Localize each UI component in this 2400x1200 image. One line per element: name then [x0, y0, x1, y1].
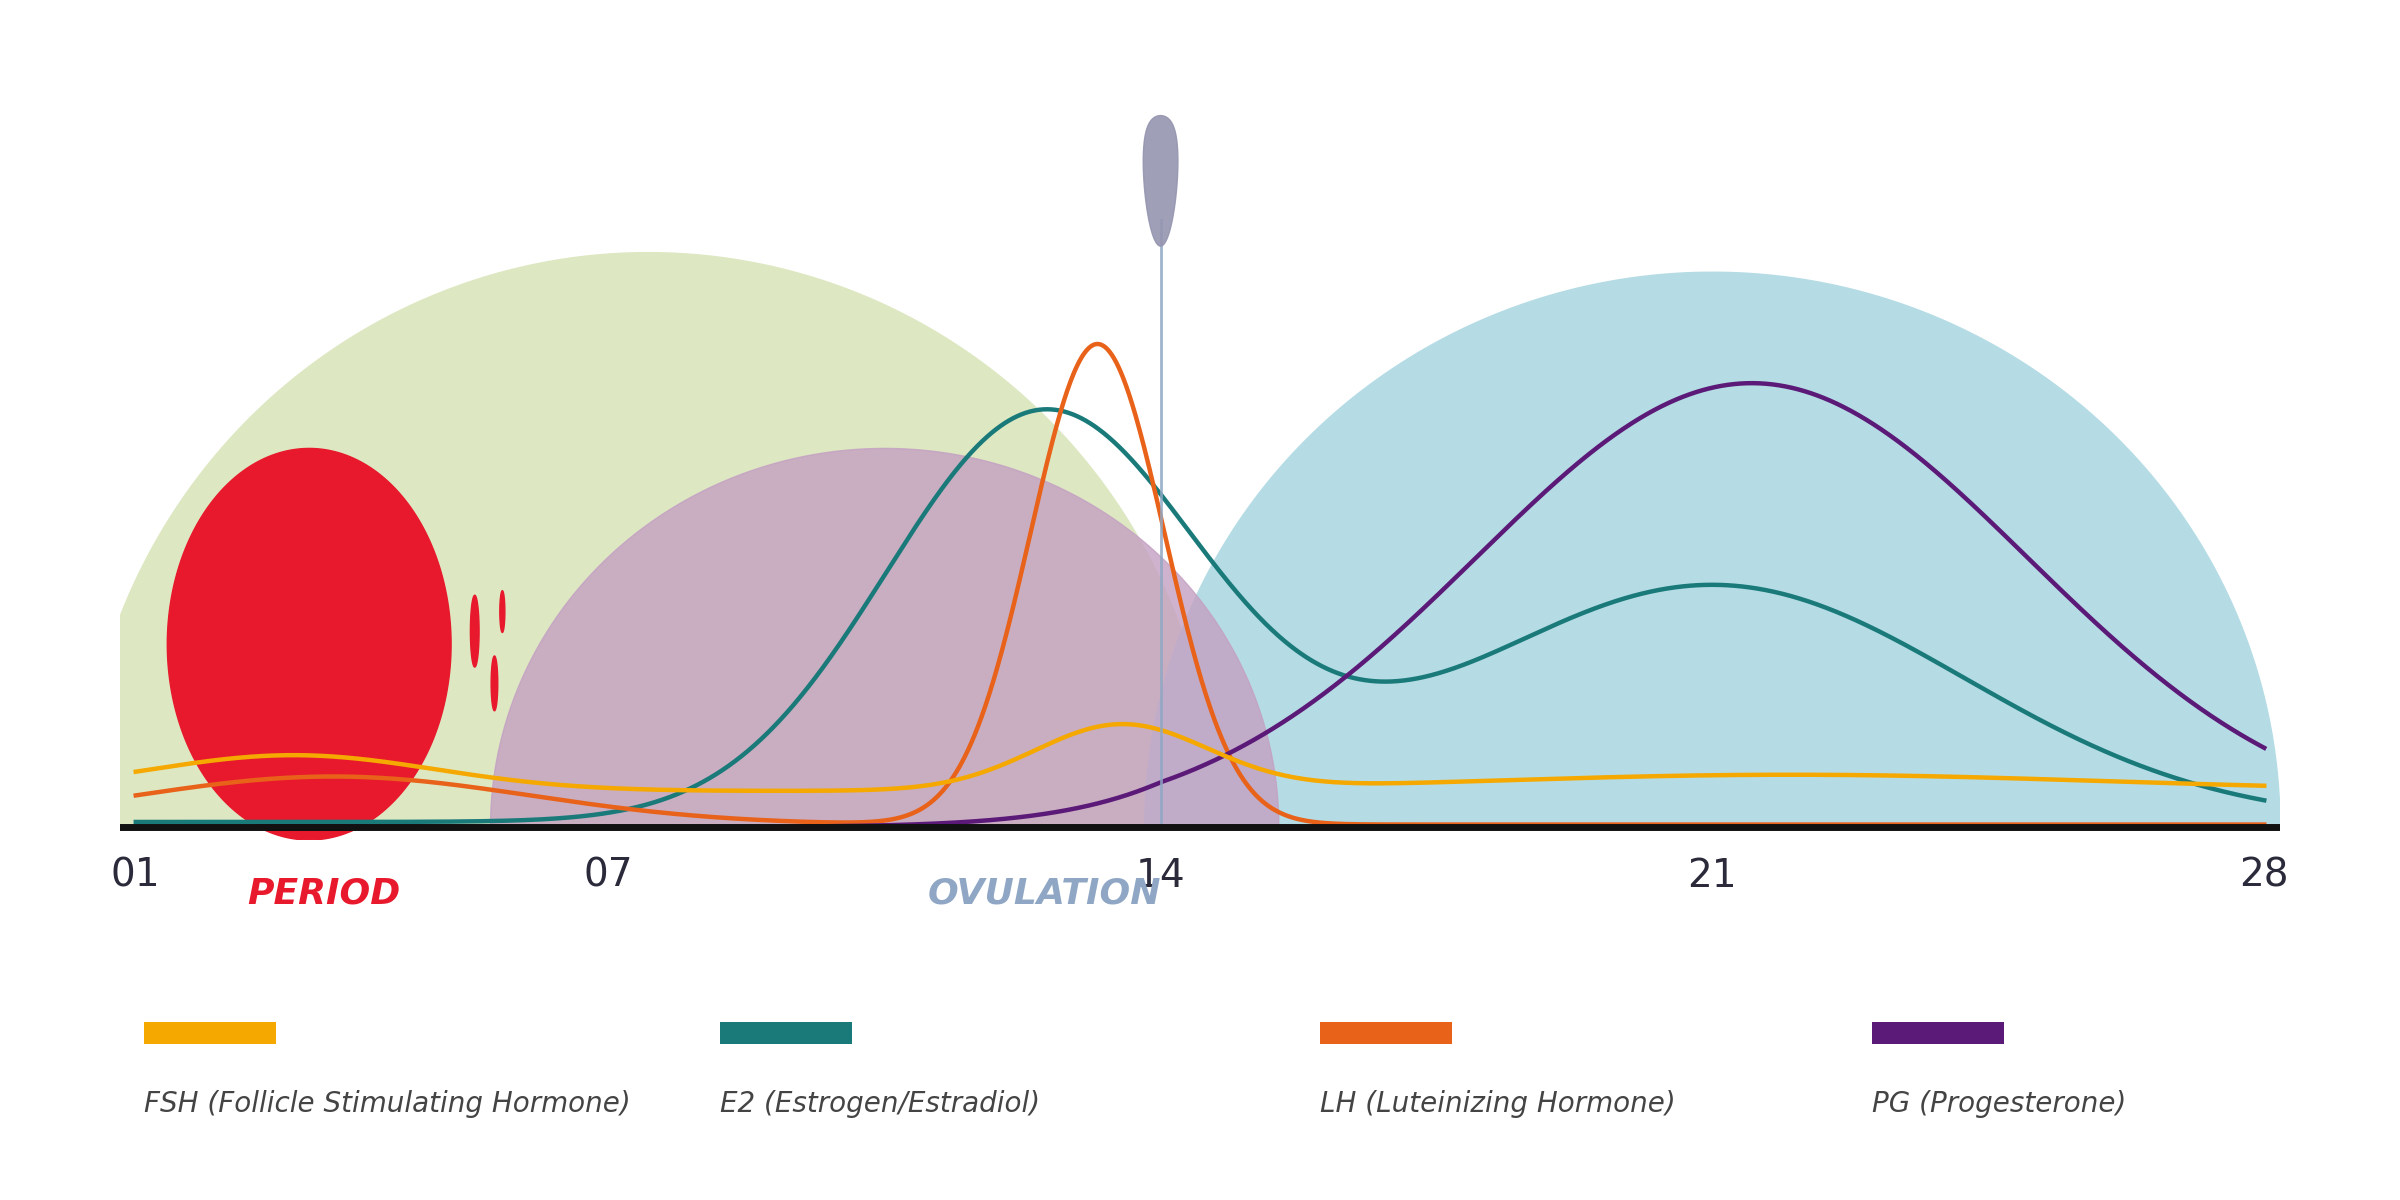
Polygon shape — [82, 253, 1217, 827]
Polygon shape — [499, 590, 504, 632]
Polygon shape — [168, 449, 451, 840]
Text: PERIOD: PERIOD — [247, 877, 401, 911]
Polygon shape — [1145, 272, 2280, 827]
Polygon shape — [492, 656, 497, 710]
Polygon shape — [470, 595, 480, 667]
Polygon shape — [490, 449, 1279, 827]
Polygon shape — [1142, 115, 1178, 246]
Text: E2 (Estrogen/Estradiol): E2 (Estrogen/Estradiol) — [720, 1090, 1039, 1118]
Text: LH (Luteinizing Hormone): LH (Luteinizing Hormone) — [1320, 1090, 1675, 1118]
Text: FSH (Follicle Stimulating Hormone): FSH (Follicle Stimulating Hormone) — [144, 1090, 631, 1118]
Text: OVULATION: OVULATION — [926, 877, 1162, 911]
Text: PG (Progesterone): PG (Progesterone) — [1872, 1090, 2126, 1118]
